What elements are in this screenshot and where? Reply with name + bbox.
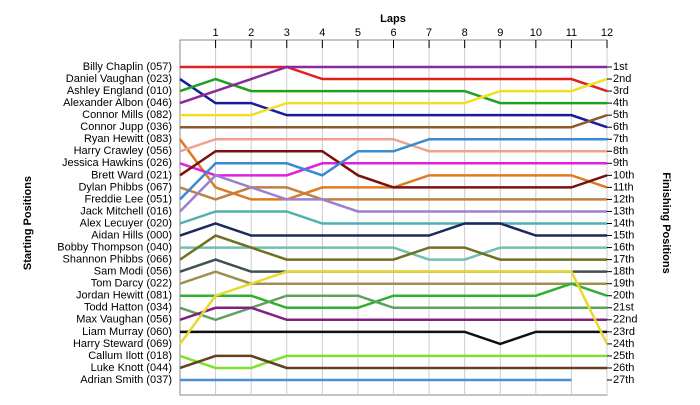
y2-tick-label: 11th	[613, 181, 634, 193]
x-tick-label: 1	[213, 27, 219, 39]
lap-line	[178, 270, 609, 345]
x-tick-label: 12	[601, 27, 613, 39]
lap-line	[179, 354, 607, 370]
y2-tick-label: 16th	[613, 241, 634, 253]
y2-tick-label: 18th	[613, 266, 634, 278]
lap-line	[179, 77, 607, 105]
y2-tick-label: 2nd	[613, 73, 631, 85]
driver-label: Daniel Vaughan (023)	[66, 73, 172, 85]
driver-label: Shannon Phibbs (066)	[63, 254, 172, 266]
driver-label: Tom Darcy (022)	[91, 278, 172, 290]
driver-label: Ryan Hewitt (083)	[84, 133, 172, 145]
y2-tick-label: 26th	[613, 362, 634, 374]
x-tick-label: 10	[530, 27, 542, 39]
y2-tick-label: 23rd	[613, 326, 635, 338]
y2-tick-label: 20th	[613, 290, 634, 302]
y2-tick-label: 9th	[613, 157, 628, 169]
y2-tick-label: 14th	[613, 217, 634, 229]
driver-label: Connor Jupp (036)	[80, 121, 172, 133]
lap-line	[179, 306, 607, 322]
driver-label: Jack Mitchell (016)	[80, 205, 172, 217]
x-tick-label: 4	[319, 27, 325, 39]
lap-line	[179, 65, 607, 105]
y2-tick-label: 19th	[613, 278, 634, 290]
driver-label: Jordan Hewitt (081)	[76, 290, 172, 302]
y2-tick-label: 24th	[613, 338, 634, 350]
y2-tick-label: 13th	[613, 205, 634, 217]
x-tick-label: 5	[355, 27, 361, 39]
driver-label: Connor Mills (082)	[82, 109, 172, 121]
driver-label: Max Vaughan (056)	[76, 314, 172, 326]
driver-label: Brett Ward (021)	[91, 169, 172, 181]
driver-label: Callum Ilott (018)	[88, 350, 172, 362]
lap-line	[180, 330, 607, 346]
driver-label: Todd Hatton (034)	[84, 302, 172, 314]
y2-tick-label: 4th	[613, 97, 628, 109]
x-tick-label: 9	[497, 27, 503, 39]
lap-line	[179, 150, 608, 189]
lap-line	[180, 65, 608, 93]
driver-label: Liam Murray (060)	[82, 326, 172, 338]
lap-line	[179, 210, 607, 225]
driver-label: Jessica Hawkins (026)	[62, 157, 172, 169]
driver-label: Luke Knott (044)	[91, 362, 172, 374]
driver-label: Adrian Smith (037)	[80, 374, 172, 386]
x-tick-label: 6	[390, 27, 396, 39]
driver-label: Alex Lecuyer (020)	[80, 217, 172, 229]
lap-line	[180, 282, 608, 310]
y2-tick-label: 15th	[613, 229, 634, 241]
lap-line	[179, 162, 607, 177]
y2-axis-label: Finishing Positions	[660, 172, 672, 273]
lap-line	[179, 78, 608, 129]
y2-tick-label: 27th	[613, 374, 634, 386]
y2-tick-label: 25th	[613, 350, 634, 362]
lap-line	[179, 222, 607, 237]
driver-label: Bobby Thompson (040)	[57, 241, 172, 253]
chart-title: Laps	[380, 13, 406, 25]
x-tick-label: 2	[248, 27, 254, 39]
driver-label: Alexander Albon (046)	[63, 97, 172, 109]
driver-label: Dylan Phibbs (067)	[78, 181, 172, 193]
lap-line	[180, 113, 608, 129]
lap-line	[179, 137, 607, 153]
y2-tick-label: 6th	[613, 121, 628, 133]
y2-tick-label: 10th	[613, 169, 634, 181]
lap-line	[179, 173, 607, 213]
x-tick-label: 7	[426, 27, 432, 39]
driver-label: Harry Crawley (056)	[74, 145, 172, 157]
driver-label: Sam Modi (056)	[94, 266, 172, 278]
lap-line	[179, 354, 607, 370]
driver-label: Aidan Hills (000)	[91, 229, 172, 241]
lap-line	[180, 77, 608, 117]
lap-line	[179, 137, 607, 201]
y2-tick-label: 22nd	[613, 314, 637, 326]
y-axis-label: Starting Positions	[22, 176, 34, 270]
y2-tick-label: 1st	[613, 61, 628, 73]
y2-tick-label: 8th	[613, 145, 628, 157]
y2-tick-label: 21st	[613, 302, 634, 314]
driver-label: Ashley England (010)	[67, 85, 172, 97]
driver-label: Harry Steward (069)	[73, 338, 172, 350]
y2-tick-label: 5th	[613, 109, 628, 121]
driver-label: Freddie Lee (051)	[85, 193, 172, 205]
y2-tick-label: 17th	[613, 254, 634, 266]
x-tick-label: 3	[284, 27, 290, 39]
x-tick-label: 8	[462, 27, 468, 39]
y2-tick-label: 3rd	[613, 85, 629, 97]
lap-line	[179, 234, 607, 261]
y2-tick-label: 12th	[613, 193, 634, 205]
x-tick-label: 11	[566, 27, 577, 39]
driver-label: Billy Chaplin (057)	[83, 61, 172, 73]
y2-tick-label: 7th	[613, 133, 628, 145]
